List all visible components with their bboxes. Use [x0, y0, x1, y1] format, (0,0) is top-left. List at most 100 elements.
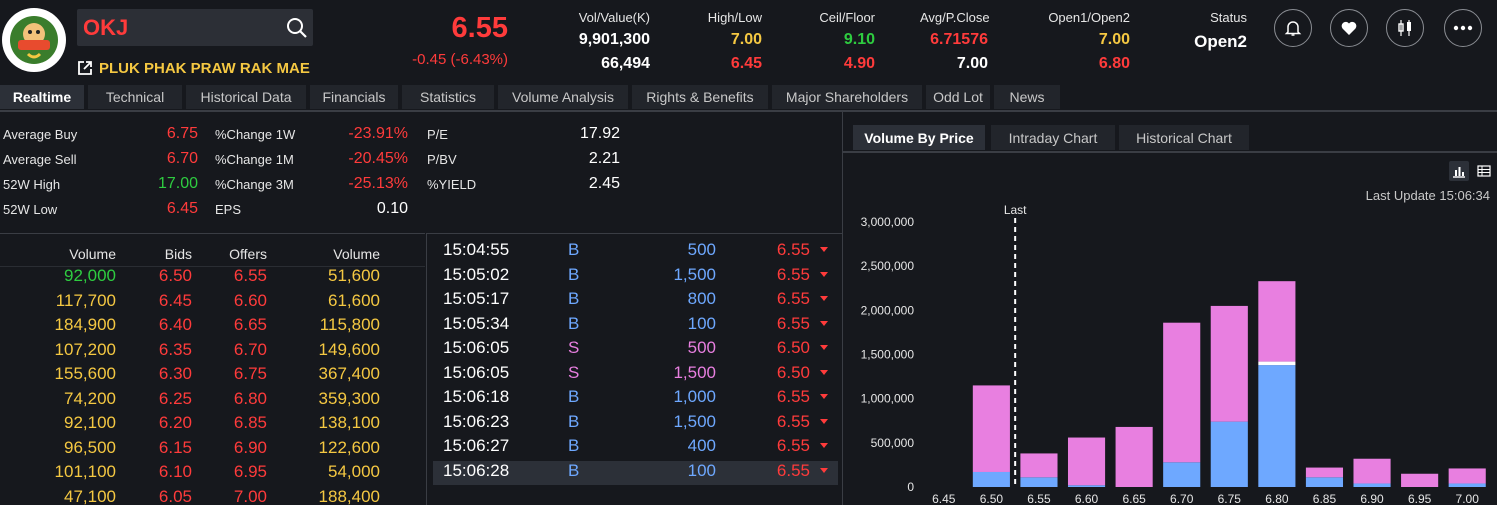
orderbook-row[interactable]: 92,000 6.50 6.55 51,600	[0, 266, 425, 290]
trade-row[interactable]: 15:04:55 B 500 6.55	[433, 240, 838, 264]
trade-row[interactable]: 15:05:17 B 800 6.55	[433, 289, 838, 313]
trade-row[interactable]: 15:06:05 S 1,500 6.50	[433, 363, 838, 387]
volume-bar-segment[interactable]	[1067, 437, 1106, 486]
volume-bar-segment[interactable]	[1163, 462, 1201, 487]
trade-time: 15:05:34	[443, 313, 510, 333]
summary-label: P/E	[427, 127, 448, 142]
trade-time: 15:06:23	[443, 411, 510, 431]
volume-bar-segment[interactable]	[1163, 322, 1201, 463]
orderbook-row[interactable]: 96,500 6.15 6.90 122,600	[0, 438, 425, 462]
bid-volume: 117,700	[55, 290, 116, 310]
company-name-link[interactable]: PLUK PHAK PRAW RAK MAE	[77, 57, 310, 79]
trade-row[interactable]: 15:06:27 B 400 6.55	[433, 436, 838, 460]
search-icon[interactable]	[285, 16, 309, 40]
trade-row[interactable]: 15:05:34 B 100 6.55	[433, 314, 838, 338]
symbol-search	[77, 9, 313, 46]
tab-volume-analysis[interactable]: Volume Analysis	[498, 85, 628, 109]
volume-bar-segment[interactable]	[1020, 453, 1058, 478]
trade-price: 6.55	[776, 289, 810, 308]
more-icon[interactable]	[1444, 9, 1482, 47]
volume-bar-segment[interactable]	[1210, 421, 1248, 487]
volume-bar-segment[interactable]	[1258, 281, 1296, 362]
volume-bar-segment[interactable]	[1353, 483, 1391, 487]
trade-volume: 400	[687, 436, 716, 455]
offer-price: 6.55	[233, 266, 267, 285]
volume-bar-segment[interactable]	[1401, 473, 1439, 487]
tab-odd-lot[interactable]: Odd Lot	[926, 85, 990, 109]
trade-time: 15:06:18	[443, 387, 510, 406]
trade-row[interactable]: 15:06:05 S 500 6.50	[433, 338, 838, 362]
stat-value-1: 9.10	[843, 31, 875, 48]
volume-bar-segment[interactable]	[1115, 426, 1153, 487]
trade-row[interactable]: 15:05:02 B 1,500 6.55	[433, 265, 838, 289]
volume-bar-segment[interactable]	[1305, 477, 1344, 487]
down-arrow-icon	[820, 467, 828, 473]
volume-bar-segment[interactable]	[1258, 361, 1296, 366]
bid-price: 6.10	[158, 462, 192, 481]
volume-bar-segment[interactable]	[1067, 485, 1106, 487]
orderbook-row[interactable]: 74,200 6.25 6.80 359,300	[0, 389, 425, 413]
bar-chart-view-icon[interactable]	[1449, 161, 1469, 181]
volume-bar-segment[interactable]	[972, 385, 1010, 472]
heart-icon[interactable]	[1330, 9, 1368, 47]
trade-row[interactable]: 15:06:18 B 1,000 6.55	[433, 387, 838, 411]
bid-price: 6.20	[158, 413, 192, 432]
volume-bar-segment[interactable]	[1448, 468, 1486, 484]
tab-major-shareholders[interactable]: Major Shareholders	[772, 85, 922, 109]
y-tick-label: 1,000,000	[861, 392, 915, 406]
offer-volume: 149,600	[318, 339, 380, 359]
tab-rights-benefits[interactable]: Rights & Benefits	[632, 85, 768, 109]
tab-historical-data[interactable]: Historical Data	[186, 85, 306, 109]
x-tick-label: 6.65	[1122, 492, 1146, 505]
tab-realtime[interactable]: Realtime	[0, 85, 84, 109]
trade-row[interactable]: 15:06:23 B 1,500 6.55	[433, 412, 838, 436]
orderbook-row[interactable]: 117,700 6.45 6.60 61,600	[0, 291, 425, 315]
volume-bar-segment[interactable]	[1353, 458, 1391, 484]
bid-volume: 92,100	[64, 413, 116, 432]
orderbook-row[interactable]: 47,100 6.05 7.00 188,400	[0, 487, 425, 505]
volume-bar-segment[interactable]	[1448, 483, 1486, 487]
chart-tab-historical-chart[interactable]: Historical Chart	[1119, 125, 1249, 150]
trades-divider	[427, 233, 842, 234]
tab-technical[interactable]: Technical	[88, 85, 182, 109]
orderbook-row[interactable]: 107,200 6.35 6.70 149,600	[0, 340, 425, 364]
volume-bar-segment[interactable]	[972, 471, 1010, 487]
summary-label: %Change 1M	[215, 152, 294, 167]
bid-price: 6.45	[158, 290, 192, 310]
stat-value-1: 7.00	[1098, 31, 1130, 48]
orderbook-row[interactable]: 155,600 6.30 6.75 367,400	[0, 364, 425, 388]
summary-value: 17.92	[579, 125, 620, 142]
candlestick-icon[interactable]	[1386, 9, 1424, 47]
stat-label: Vol/Value(K)	[578, 10, 650, 25]
volume-bar-segment[interactable]	[1305, 467, 1344, 478]
orderbook-row[interactable]: 92,100 6.20 6.85 138,100	[0, 413, 425, 437]
volume-bar-segment[interactable]	[1020, 477, 1058, 487]
trade-price: 6.50	[776, 338, 810, 357]
stat-value-1: 9,901,300	[578, 31, 650, 48]
volume-bar-segment[interactable]	[1210, 305, 1248, 422]
summary-label: 52W High	[3, 177, 61, 192]
stat-value-2: 6.45	[730, 55, 762, 72]
table-view-icon[interactable]	[1474, 161, 1494, 181]
chart-tab-volume-by-price[interactable]: Volume By Price	[853, 125, 985, 150]
bid-volume: 107,200	[54, 339, 116, 359]
chart-tab-intraday-chart[interactable]: Intraday Chart	[991, 125, 1115, 150]
orderbook-row[interactable]: 184,900 6.40 6.65 115,800	[0, 315, 425, 339]
offer-price: 7.00	[233, 486, 267, 505]
summary-label: 52W Low	[3, 202, 58, 217]
summary-label: %Change 1W	[215, 127, 296, 142]
summary-label: %YIELD	[427, 177, 477, 192]
trade-row[interactable]: 15:06:28 B 100 6.55	[433, 460, 838, 485]
volume-bar-segment[interactable]	[1258, 365, 1296, 487]
tab-news[interactable]: News	[994, 85, 1060, 109]
stat-value-2: 66,494	[601, 55, 650, 72]
tab-financials[interactable]: Financials	[310, 85, 398, 109]
bid-price: 6.40	[158, 315, 192, 334]
trade-time: 15:06:27	[443, 436, 510, 455]
bell-icon[interactable]	[1274, 9, 1312, 47]
company-logo	[2, 8, 66, 72]
orderbook-row[interactable]: 101,100 6.10 6.95 54,000	[0, 462, 425, 486]
tab-statistics[interactable]: Statistics	[402, 85, 494, 109]
symbol-search-input[interactable]	[77, 9, 277, 46]
